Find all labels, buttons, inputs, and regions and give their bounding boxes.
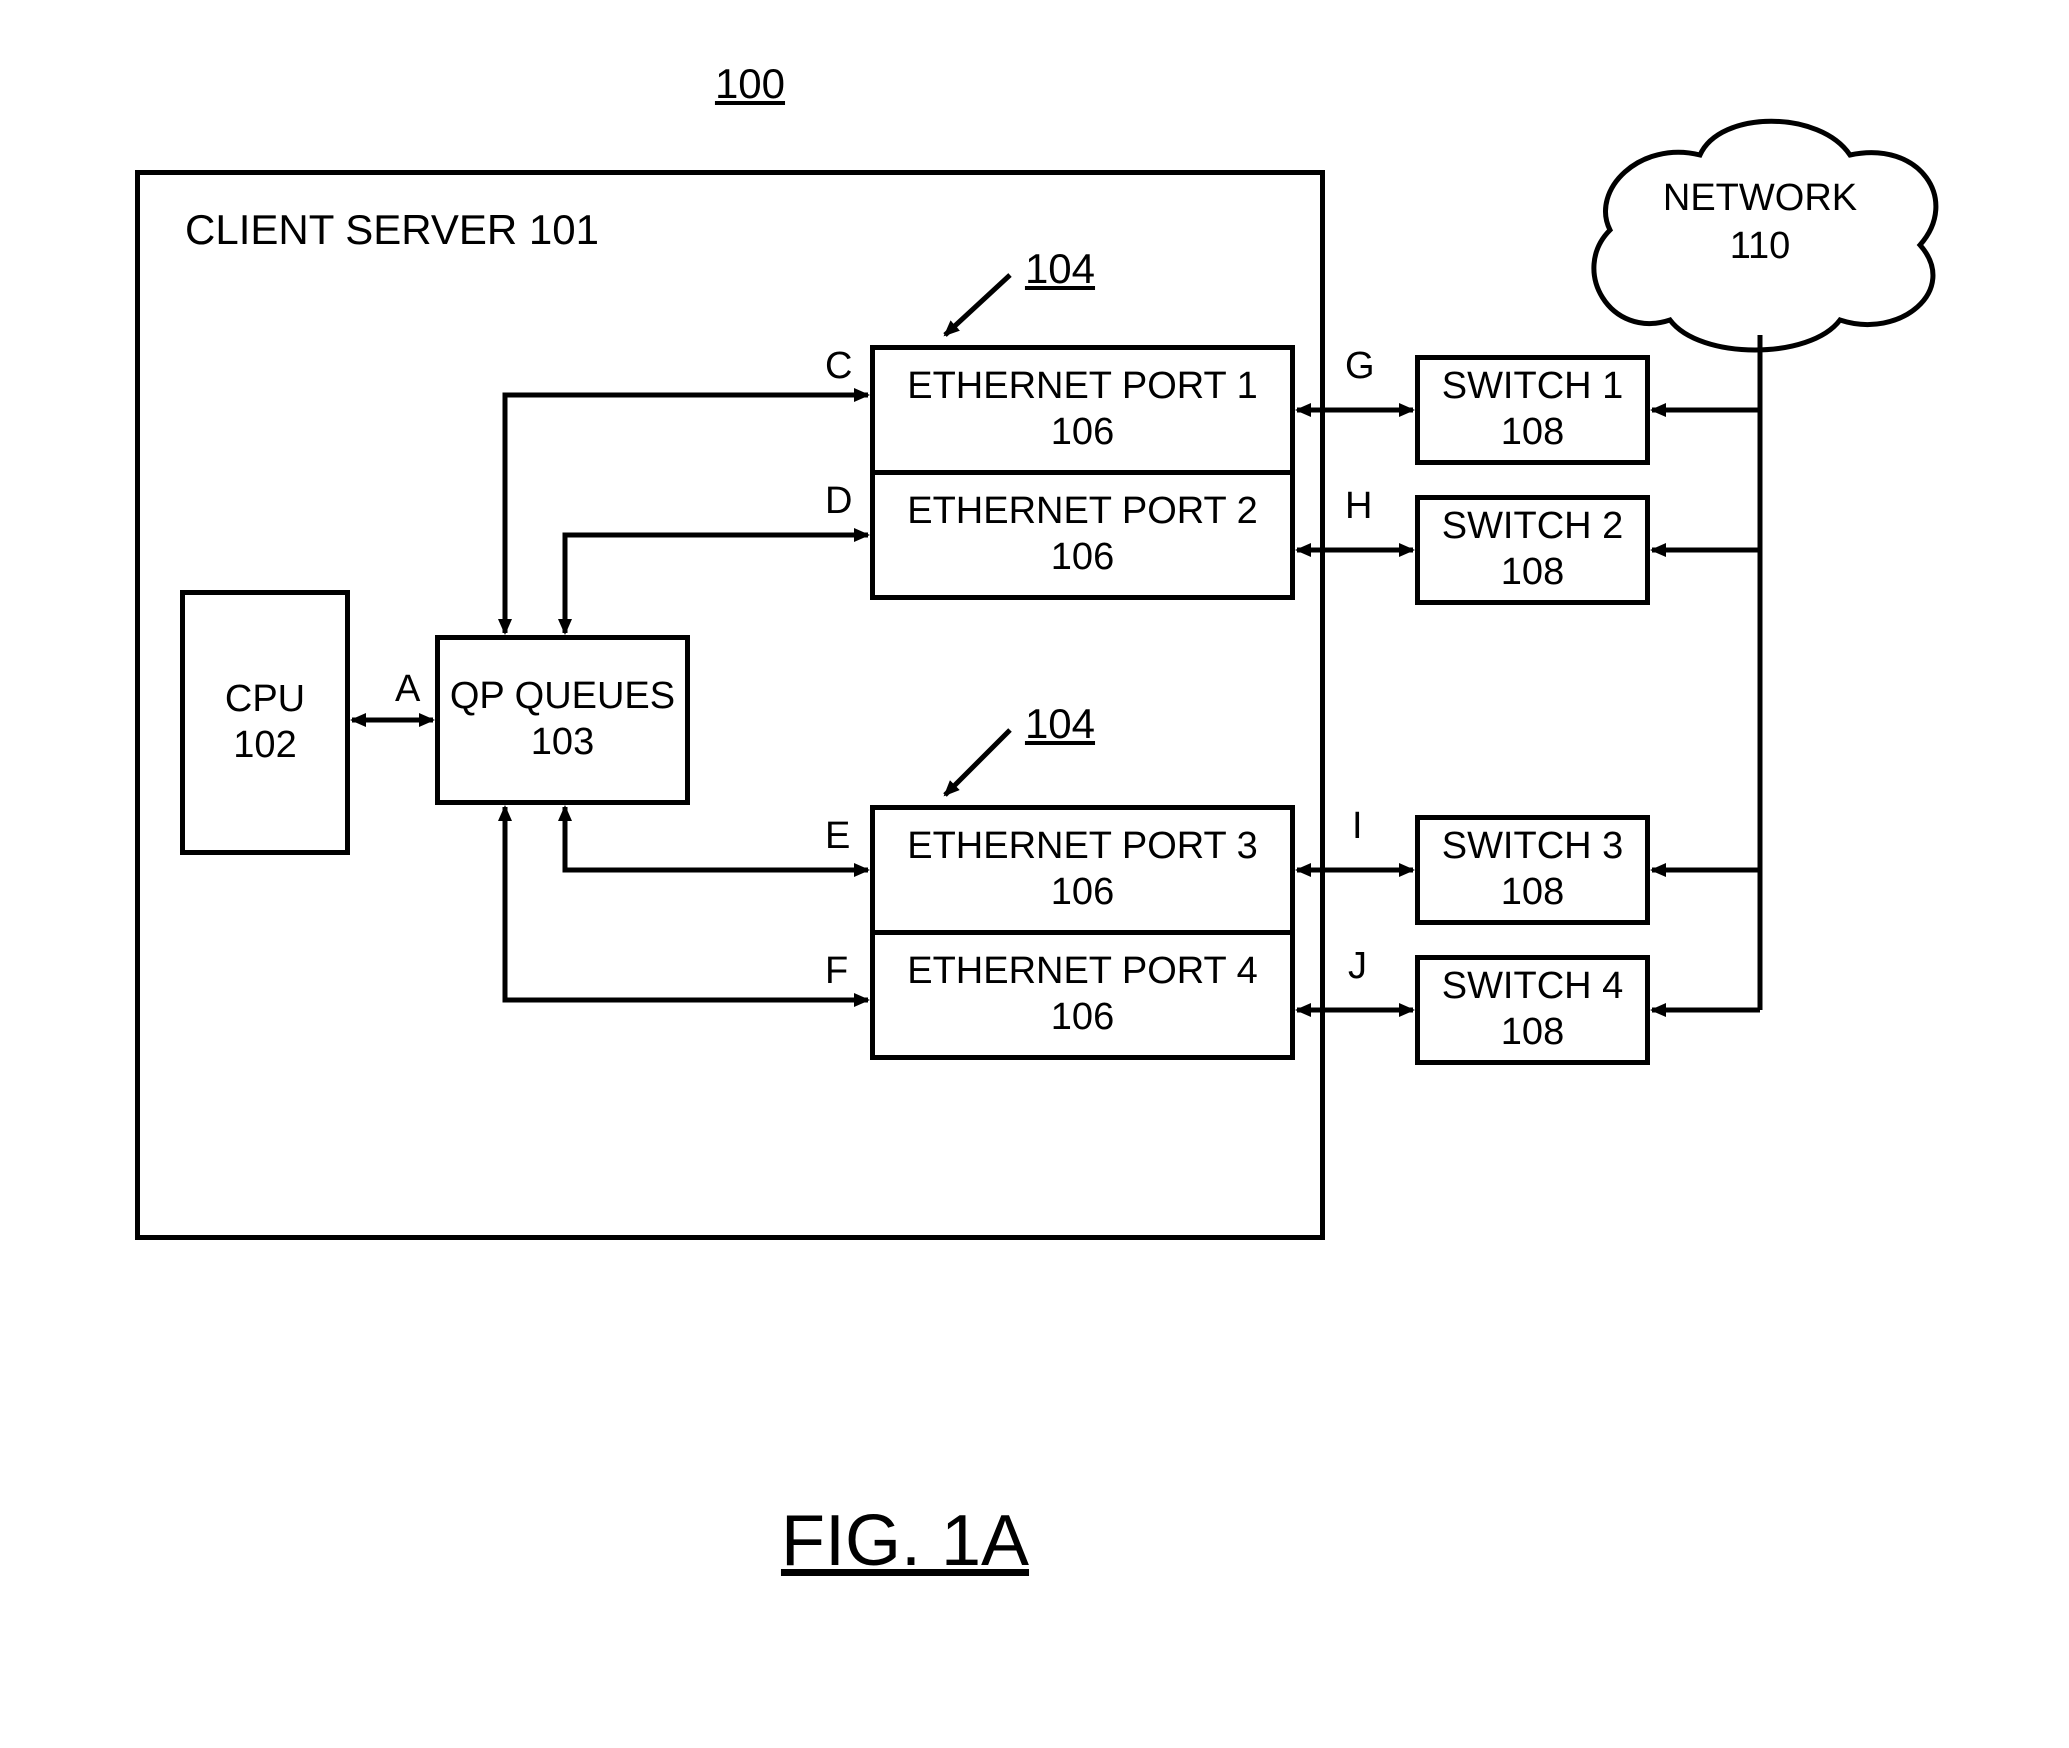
ref-104-top: 104 bbox=[1020, 245, 1100, 293]
switch4-box: SWITCH 4 108 bbox=[1415, 955, 1650, 1065]
switch2-box: SWITCH 2 108 bbox=[1415, 495, 1650, 605]
label-F: F bbox=[825, 950, 848, 993]
port2-box: ETHERNET PORT 2 106 bbox=[870, 470, 1295, 600]
port3-box: ETHERNET PORT 3 106 bbox=[870, 805, 1295, 935]
switch2-name: SWITCH 2 bbox=[1442, 504, 1624, 550]
port1-num: 106 bbox=[1051, 410, 1114, 456]
switch1-box: SWITCH 1 108 bbox=[1415, 355, 1650, 465]
port4-box: ETHERNET PORT 4 106 bbox=[870, 930, 1295, 1060]
label-A: A bbox=[395, 668, 420, 711]
figure-title: FIG. 1A bbox=[730, 1500, 1080, 1582]
switch1-name: SWITCH 1 bbox=[1442, 364, 1624, 410]
ref-104-bottom: 104 bbox=[1020, 700, 1100, 748]
label-D: D bbox=[825, 480, 852, 523]
label-I: I bbox=[1352, 805, 1363, 848]
port4-name: ETHERNET PORT 4 bbox=[907, 949, 1258, 995]
client-server-title: CLIENT SERVER 101 bbox=[185, 205, 599, 255]
diagram-canvas: 100 CLIENT SERVER 101 CPU 102 QP QUEUES … bbox=[0, 0, 2069, 1748]
port3-num: 106 bbox=[1051, 870, 1114, 916]
switch3-name: SWITCH 3 bbox=[1442, 824, 1624, 870]
qp-name: QP QUEUES bbox=[450, 674, 675, 720]
qp-num: 103 bbox=[531, 720, 594, 766]
network-name-svg: NETWORK bbox=[1663, 177, 1857, 219]
label-E: E bbox=[825, 815, 850, 858]
label-C: C bbox=[825, 345, 852, 388]
label-J: J bbox=[1348, 945, 1367, 988]
switch4-num: 108 bbox=[1501, 1010, 1564, 1056]
port2-num: 106 bbox=[1051, 535, 1114, 581]
switch1-num: 108 bbox=[1501, 410, 1564, 456]
label-G: G bbox=[1345, 345, 1375, 388]
qp-box: QP QUEUES 103 bbox=[435, 635, 690, 805]
switch3-num: 108 bbox=[1501, 870, 1564, 916]
port1-name: ETHERNET PORT 1 bbox=[907, 364, 1258, 410]
switch4-name: SWITCH 4 bbox=[1442, 964, 1624, 1010]
switch2-num: 108 bbox=[1501, 550, 1564, 596]
port1-box: ETHERNET PORT 1 106 bbox=[870, 345, 1295, 475]
cpu-box: CPU 102 bbox=[180, 590, 350, 855]
switch3-box: SWITCH 3 108 bbox=[1415, 815, 1650, 925]
ref-100: 100 bbox=[700, 60, 800, 108]
port2-name: ETHERNET PORT 2 bbox=[907, 489, 1258, 535]
cpu-name: CPU bbox=[225, 677, 305, 723]
port3-name: ETHERNET PORT 3 bbox=[907, 824, 1258, 870]
cpu-num: 102 bbox=[233, 723, 296, 769]
label-H: H bbox=[1345, 485, 1372, 528]
port4-num: 106 bbox=[1051, 995, 1114, 1041]
network-cloud bbox=[1594, 121, 1936, 350]
network-num-svg: 110 bbox=[1730, 225, 1791, 267]
